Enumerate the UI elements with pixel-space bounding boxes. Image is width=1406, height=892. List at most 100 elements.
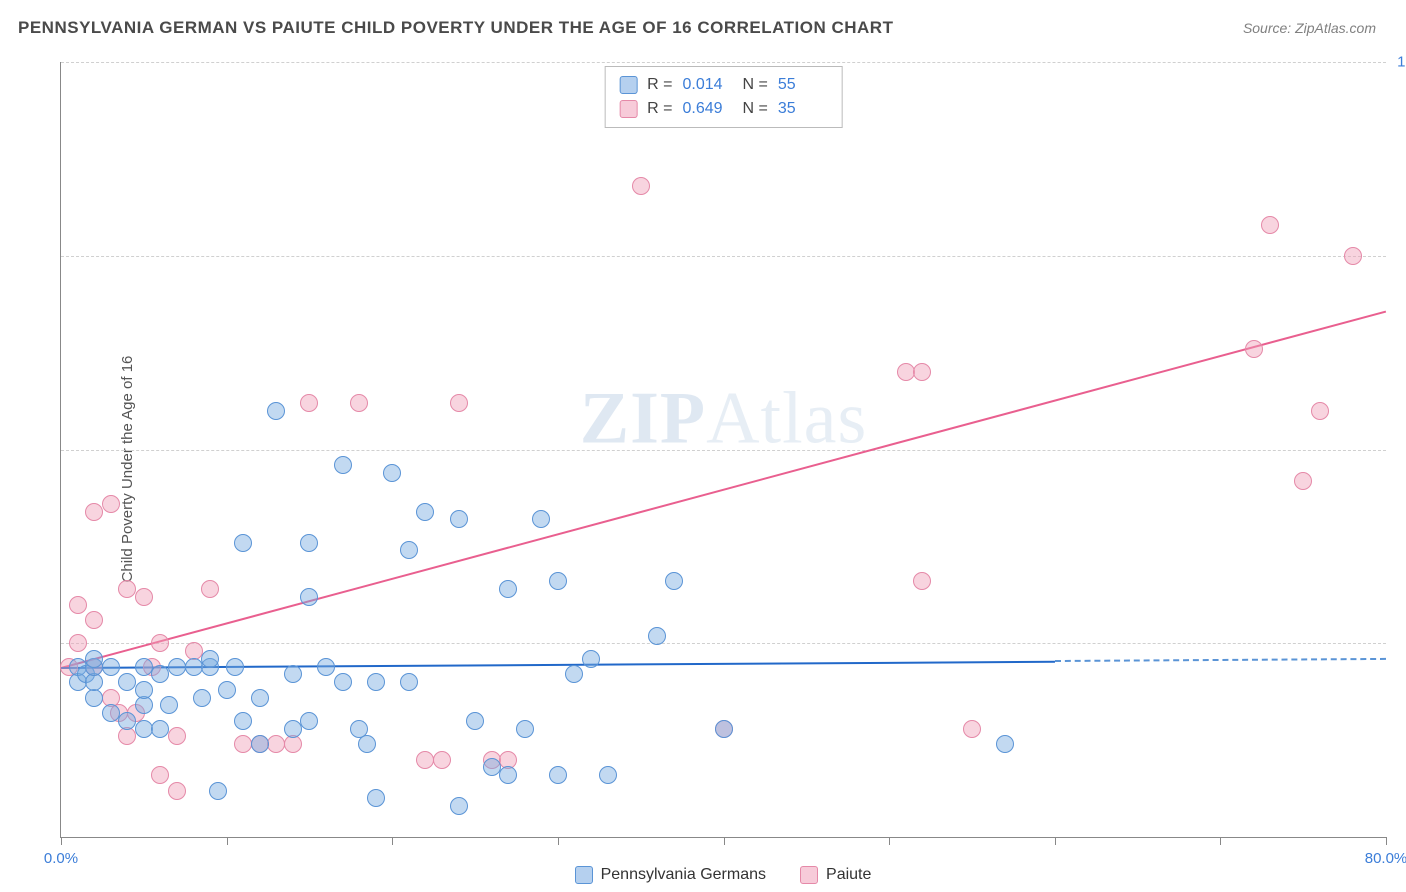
y-tick-label: 100.0%	[1397, 54, 1406, 71]
data-point	[234, 712, 252, 730]
data-point	[218, 681, 236, 699]
bottom-legend: Pennsylvania Germans Paiute	[60, 866, 1386, 884]
data-point	[85, 689, 103, 707]
data-point	[516, 720, 534, 738]
data-point	[350, 394, 368, 412]
chart-title: PENNSYLVANIA GERMAN VS PAIUTE CHILD POVE…	[18, 18, 893, 38]
data-point	[151, 665, 169, 683]
legend-item-series1: Pennsylvania Germans	[575, 866, 766, 884]
data-point	[367, 673, 385, 691]
data-point	[433, 751, 451, 769]
data-point	[648, 627, 666, 645]
data-point	[85, 673, 103, 691]
data-point	[913, 572, 931, 590]
data-point	[168, 658, 186, 676]
data-point	[632, 177, 650, 195]
data-point	[102, 658, 120, 676]
data-point	[499, 580, 517, 598]
x-tick	[558, 837, 559, 845]
data-point	[118, 712, 136, 730]
data-point	[483, 758, 501, 776]
data-point	[996, 735, 1014, 753]
data-point	[135, 681, 153, 699]
regression-line	[61, 310, 1387, 668]
data-point	[185, 658, 203, 676]
data-point	[715, 720, 733, 738]
regression-line	[1055, 658, 1386, 662]
gridline	[61, 643, 1386, 644]
chart-container: Child Poverty Under the Age of 16 ZIPAtl…	[18, 54, 1398, 884]
data-point	[251, 689, 269, 707]
data-point	[118, 580, 136, 598]
swatch-pink-icon	[619, 100, 637, 118]
data-point	[1245, 340, 1263, 358]
data-point	[300, 712, 318, 730]
swatch-blue-icon	[619, 76, 637, 94]
data-point	[317, 658, 335, 676]
stats-row-series2: R = 0.649 N = 35	[619, 97, 828, 121]
data-point	[549, 572, 567, 590]
data-point	[284, 720, 302, 738]
legend-label-series1: Pennsylvania Germans	[601, 866, 766, 884]
data-point	[102, 704, 120, 722]
data-point	[416, 751, 434, 769]
x-tick	[724, 837, 725, 845]
data-point	[135, 658, 153, 676]
data-point	[69, 596, 87, 614]
data-point	[499, 766, 517, 784]
swatch-pink-icon	[800, 866, 818, 884]
data-point	[416, 503, 434, 521]
x-tick	[392, 837, 393, 845]
data-point	[226, 658, 244, 676]
watermark: ZIPAtlas	[580, 376, 868, 461]
data-point	[234, 735, 252, 753]
source-attribution: Source: ZipAtlas.com	[1243, 20, 1376, 36]
x-tick	[1386, 837, 1387, 845]
data-point	[565, 665, 583, 683]
data-point	[334, 673, 352, 691]
data-point	[251, 735, 269, 753]
data-point	[201, 650, 219, 668]
data-point	[400, 541, 418, 559]
data-point	[665, 572, 683, 590]
data-point	[151, 766, 169, 784]
x-tick-label: 80.0%	[1365, 850, 1406, 867]
data-point	[532, 510, 550, 528]
data-point	[234, 534, 252, 552]
data-point	[334, 456, 352, 474]
legend-item-series2: Paiute	[800, 866, 871, 884]
data-point	[267, 402, 285, 420]
data-point	[466, 712, 484, 730]
data-point	[582, 650, 600, 668]
data-point	[300, 534, 318, 552]
data-point	[118, 727, 136, 745]
data-point	[450, 510, 468, 528]
data-point	[201, 580, 219, 598]
x-tick	[227, 837, 228, 845]
data-point	[367, 789, 385, 807]
data-point	[897, 363, 915, 381]
data-point	[300, 588, 318, 606]
data-point	[1311, 402, 1329, 420]
data-point	[209, 782, 227, 800]
data-point	[69, 634, 87, 652]
data-point	[450, 797, 468, 815]
x-tick-label: 0.0%	[44, 850, 78, 867]
x-tick	[61, 837, 62, 845]
data-point	[599, 766, 617, 784]
data-point	[383, 464, 401, 482]
data-point	[151, 720, 169, 738]
data-point	[1344, 247, 1362, 265]
plot-area: ZIPAtlas R = 0.014 N = 55 R = 0.649 N = …	[60, 62, 1386, 838]
data-point	[135, 720, 153, 738]
gridline	[61, 256, 1386, 257]
data-point	[193, 689, 211, 707]
data-point	[300, 394, 318, 412]
data-point	[168, 782, 186, 800]
data-point	[400, 673, 418, 691]
data-point	[913, 363, 931, 381]
data-point	[151, 634, 169, 652]
data-point	[85, 503, 103, 521]
data-point	[549, 766, 567, 784]
data-point	[1261, 216, 1279, 234]
